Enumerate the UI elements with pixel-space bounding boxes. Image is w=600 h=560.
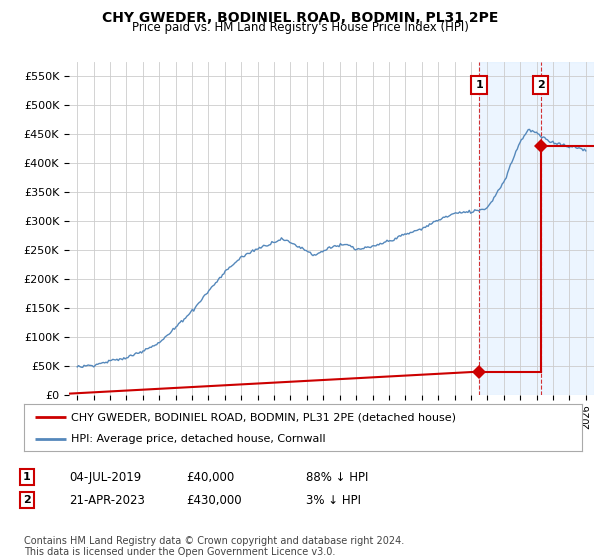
Bar <box>479 62 594 395</box>
Text: CHY GWEDER, BODINIEL ROAD, BODMIN, PL31 2PE: CHY GWEDER, BODINIEL ROAD, BODMIN, PL31 … <box>102 11 498 25</box>
Text: 21-APR-2023: 21-APR-2023 <box>69 493 145 507</box>
Text: 1: 1 <box>23 472 31 482</box>
Text: 88% ↓ HPI: 88% ↓ HPI <box>306 470 368 484</box>
Text: HPI: Average price, detached house, Cornwall: HPI: Average price, detached house, Corn… <box>71 434 326 444</box>
Text: £430,000: £430,000 <box>186 493 242 507</box>
Text: Contains HM Land Registry data © Crown copyright and database right 2024.
This d: Contains HM Land Registry data © Crown c… <box>24 535 404 557</box>
Text: 3% ↓ HPI: 3% ↓ HPI <box>306 493 361 507</box>
Text: CHY GWEDER, BODINIEL ROAD, BODMIN, PL31 2PE (detached house): CHY GWEDER, BODINIEL ROAD, BODMIN, PL31 … <box>71 412 457 422</box>
Text: 1: 1 <box>475 80 483 90</box>
Text: £40,000: £40,000 <box>186 470 234 484</box>
Text: Price paid vs. HM Land Registry's House Price Index (HPI): Price paid vs. HM Land Registry's House … <box>131 21 469 34</box>
Text: 2: 2 <box>537 80 545 90</box>
Text: 04-JUL-2019: 04-JUL-2019 <box>69 470 141 484</box>
Text: 2: 2 <box>23 495 31 505</box>
